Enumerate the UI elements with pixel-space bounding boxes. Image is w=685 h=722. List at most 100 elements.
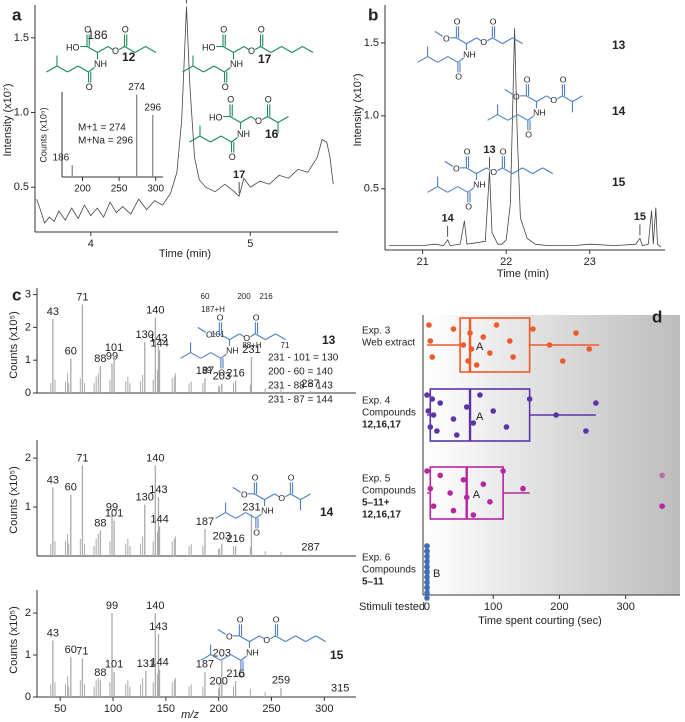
bond (215, 512, 226, 519)
atom-label: O (252, 472, 259, 482)
peak-label: 140 (146, 304, 164, 316)
bond (239, 635, 250, 643)
x-tick-label: 300 (147, 184, 164, 195)
peak-label: 231 (242, 501, 260, 513)
bond (512, 167, 523, 175)
bond (302, 46, 314, 53)
atom-label: O (443, 34, 450, 44)
peak-label: 216 (226, 668, 244, 680)
x-axis-label: Time spent courting (sec) (478, 615, 602, 627)
atom-label: NH (533, 107, 545, 117)
fragment: 200 (237, 292, 251, 301)
bond (447, 186, 459, 193)
box (429, 388, 531, 442)
x-tick-label: 200 (210, 703, 228, 715)
bond (145, 46, 157, 53)
peak-label: 43 (47, 474, 59, 486)
point (424, 548, 430, 554)
y-tick-label: 1 (25, 501, 31, 513)
point (424, 569, 430, 575)
atom-label: O (253, 528, 260, 538)
bond (250, 116, 256, 120)
bond (457, 186, 469, 193)
bond (437, 186, 448, 193)
peak-label: 296 (144, 103, 161, 114)
bond (260, 46, 272, 53)
atom-label: O (255, 116, 262, 126)
y-tick-label: 1.5 (364, 37, 379, 49)
peak-label: 60 (65, 644, 77, 656)
bond (77, 65, 89, 73)
atom-label: O (524, 74, 531, 84)
bond (239, 333, 245, 338)
bond (267, 116, 279, 123)
annotation: 17 (233, 169, 245, 181)
bond (532, 167, 543, 175)
atom-label: O (490, 167, 497, 177)
compound-label: 14 (320, 505, 334, 519)
x-tick-label: 300 (617, 601, 635, 613)
point (659, 503, 665, 510)
atom-label: O (500, 146, 507, 156)
peak-label: 140 (146, 600, 164, 612)
point (424, 543, 430, 549)
bond (457, 57, 464, 63)
bond (97, 46, 109, 53)
y-tick-label: 3 (25, 288, 31, 300)
bond (275, 635, 286, 643)
peak-label: 99 (106, 501, 118, 513)
atom-label: O (238, 670, 245, 680)
point (468, 346, 475, 352)
bond (536, 95, 547, 103)
bond (270, 46, 282, 53)
point (424, 392, 430, 398)
bond (281, 46, 293, 53)
bond (285, 493, 291, 498)
category-label: Exp. 3 (362, 326, 391, 337)
fragment-note: 186 (87, 28, 107, 42)
x-tick-label: 200 (550, 601, 568, 613)
point (424, 553, 430, 560)
point (424, 595, 430, 601)
peak-label: 231 (242, 344, 260, 356)
atom-label: O (455, 72, 462, 82)
point (429, 396, 436, 402)
bond (222, 46, 234, 53)
bond (456, 37, 467, 45)
atom-label: O (84, 24, 91, 34)
bond (476, 37, 482, 42)
point (460, 342, 467, 348)
category-label: Compounds (362, 408, 416, 419)
point (450, 326, 457, 332)
category-label: 12,16,17 (362, 420, 401, 431)
atom-label: HO (209, 112, 223, 122)
bond (229, 333, 240, 341)
atom-label: O (248, 46, 255, 56)
compound-label: 15 (330, 648, 344, 662)
bond (254, 493, 265, 501)
bond (224, 67, 231, 73)
x-tick-label: 100 (104, 703, 122, 715)
bond (497, 114, 508, 121)
point (520, 485, 526, 492)
peak-label: 130 (136, 492, 154, 504)
y-tick-label: 0.5 (14, 181, 29, 193)
bond (189, 135, 201, 143)
bond (444, 160, 454, 167)
bond (225, 512, 236, 519)
x-tick-label: 250 (262, 703, 280, 715)
atom-label: O (227, 94, 234, 104)
point (473, 362, 480, 368)
compound-label: 16 (265, 127, 279, 141)
atom-label: O (490, 16, 497, 26)
peak-label: 203 (213, 531, 231, 543)
bond (502, 37, 513, 45)
box (459, 317, 531, 373)
atom-label: O (226, 632, 233, 642)
peak-label: 43 (47, 627, 59, 639)
atom-label: O (122, 24, 129, 34)
bond (290, 493, 301, 501)
bond (124, 46, 136, 53)
